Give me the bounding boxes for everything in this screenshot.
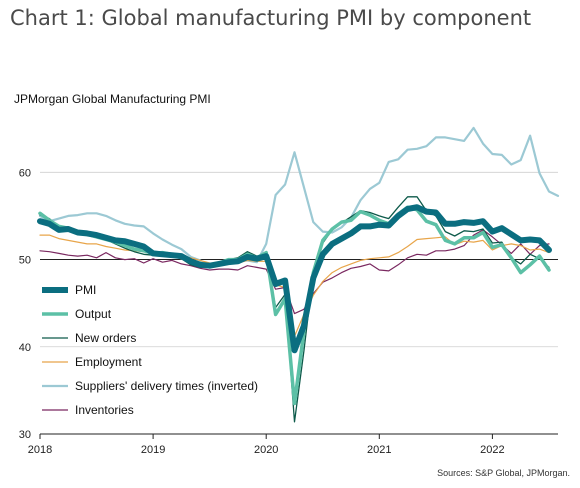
series-line-employment — [39, 234, 550, 337]
legend-label: Employment — [75, 355, 142, 369]
y-tick-label: 60 — [19, 167, 31, 179]
x-tick-label: 2022 — [480, 444, 504, 456]
gridlines — [40, 171, 558, 348]
legend-label: Inventories — [75, 403, 134, 417]
y-tick-label: 40 — [19, 342, 31, 354]
series-line-pmi — [37, 204, 552, 354]
series-line-new-orders — [39, 196, 550, 423]
chart-subtitle: JPMorgan Global Manufacturing PMI — [14, 92, 211, 106]
axes: 30 40 50 60 2018 2019 2020 2021 2022 — [19, 167, 558, 456]
chart-title: Chart 1: Global manufacturing PMI by com… — [10, 6, 532, 30]
x-tick-label: 2018 — [28, 444, 52, 456]
legend-label: Suppliers' delivery times (inverted) — [75, 379, 258, 393]
series-line-suppliers-delivery-times-inverted — [38, 126, 560, 267]
legend: PMI Output New orders Employment Suppliers' … — [42, 283, 258, 417]
x-tick-label: 2019 — [141, 444, 165, 456]
series-line-inventories — [39, 229, 550, 315]
x-tick-label: 2020 — [254, 444, 278, 456]
y-tick-label: 50 — [19, 255, 31, 267]
x-tick-label: 2021 — [367, 444, 391, 456]
series-line-output — [38, 205, 551, 406]
legend-label: Output — [75, 307, 112, 321]
y-tick-label: 30 — [19, 429, 31, 441]
legend-label: New orders — [75, 331, 136, 345]
series-lines — [37, 126, 560, 423]
legend-label: PMI — [75, 283, 96, 297]
source-note: Sources: S&P Global, JPMorgan. — [437, 468, 570, 478]
